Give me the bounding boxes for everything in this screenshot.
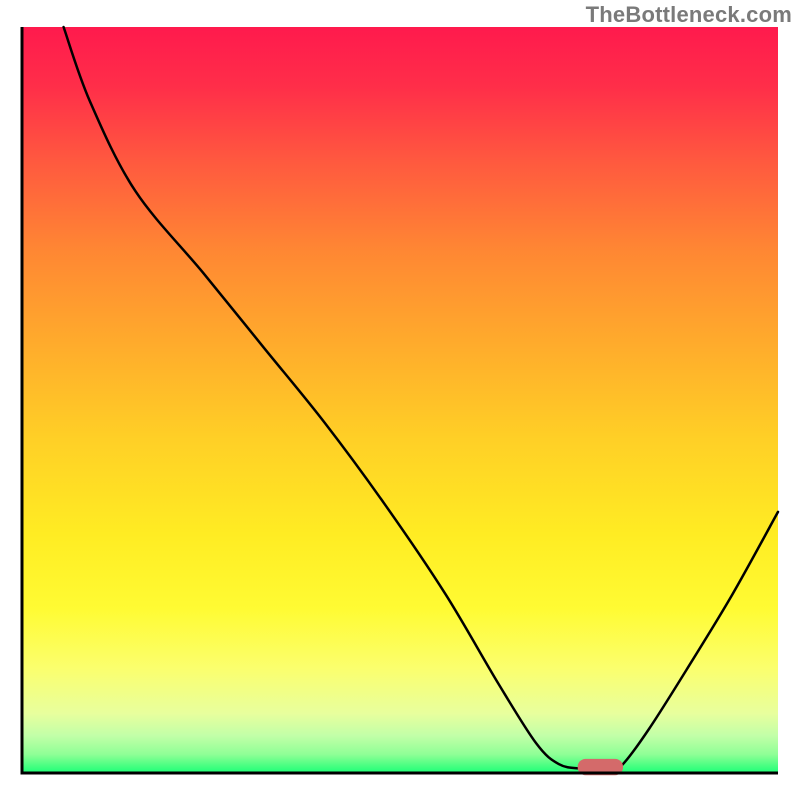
gradient-background xyxy=(22,27,778,773)
chart-container: { "watermark": "TheBottleneck.com", "plo… xyxy=(0,0,800,800)
watermark-text: TheBottleneck.com xyxy=(586,2,792,28)
bottleneck-curve-chart xyxy=(0,0,800,800)
